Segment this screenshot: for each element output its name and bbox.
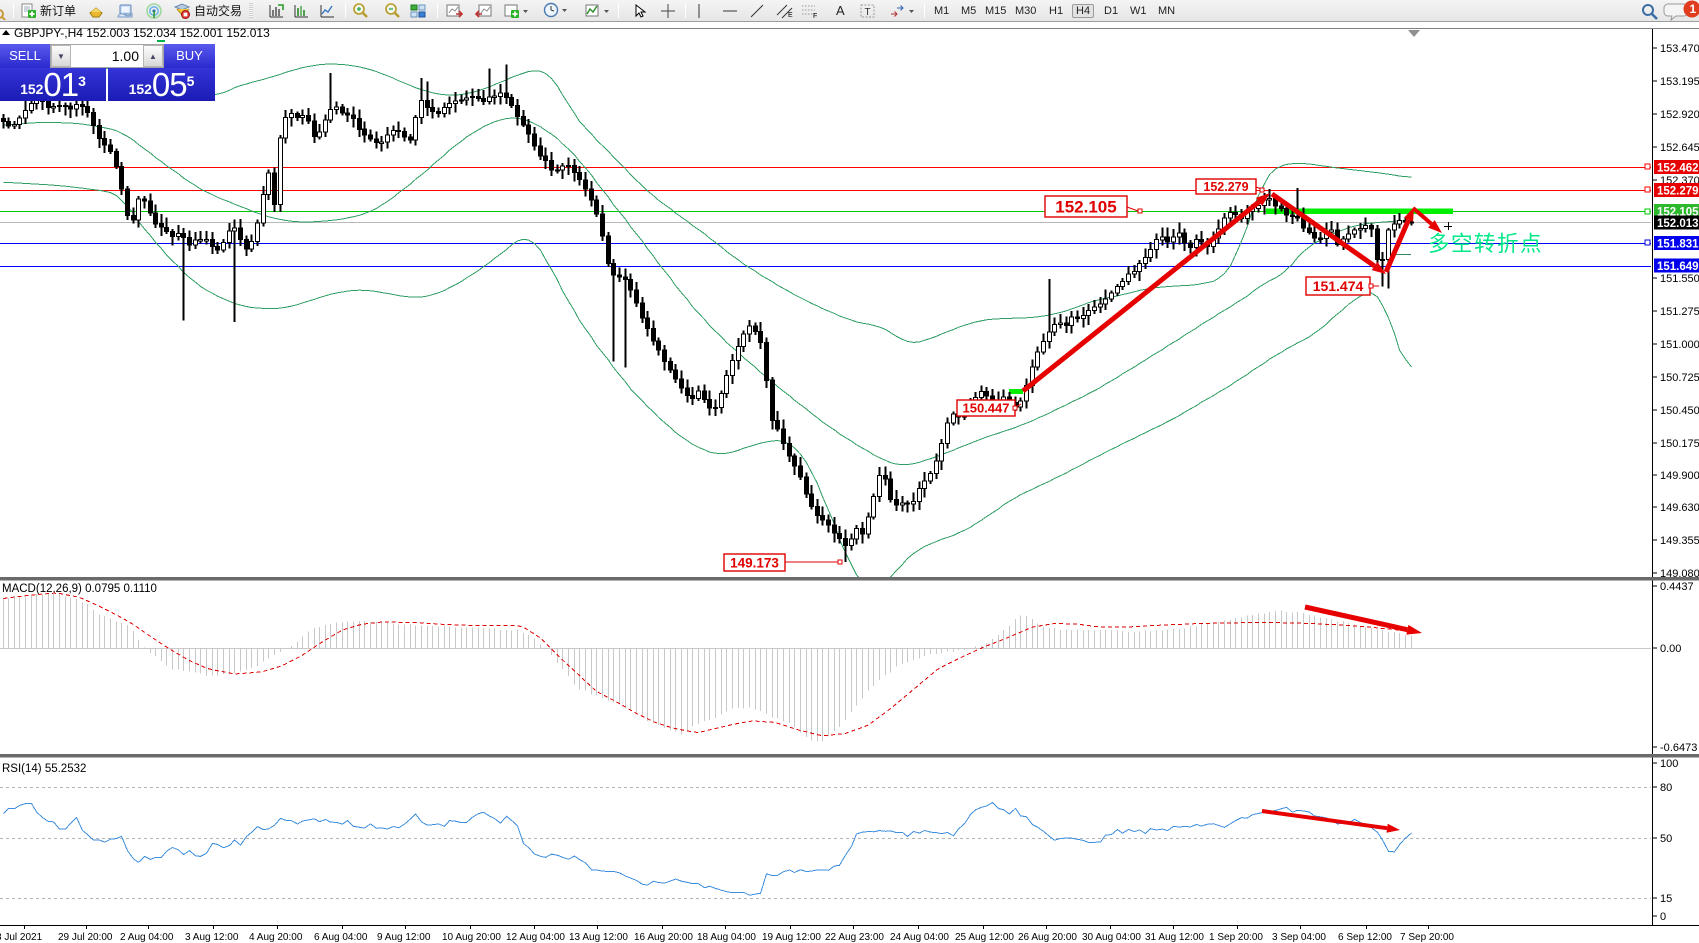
svg-text:GBPJPY-,H4 152.003 152.034 15: GBPJPY-,H4 152.003 152.034 152.001 152.0… [14, 26, 270, 40]
svg-text:13 Aug 12:00: 13 Aug 12:00 [569, 932, 628, 943]
svg-text:152.920: 152.920 [1660, 109, 1699, 121]
svg-text:149.900: 149.900 [1660, 470, 1699, 482]
svg-text:24 Aug 04:00: 24 Aug 04:00 [890, 932, 949, 943]
svg-text:15: 15 [1660, 893, 1672, 905]
svg-text:149.173: 149.173 [730, 555, 779, 570]
svg-text:50: 50 [1660, 833, 1672, 845]
svg-text:150.450: 150.450 [1660, 405, 1699, 417]
svg-text:0.00: 0.00 [1660, 643, 1681, 655]
svg-text:25 Aug 12:00: 25 Aug 12:00 [955, 932, 1014, 943]
svg-text:12 Aug 04:00: 12 Aug 04:00 [506, 932, 565, 943]
svg-text:RSI(14) 55.2532: RSI(14) 55.2532 [2, 763, 86, 775]
svg-text:31 Aug 12:00: 31 Aug 12:00 [1145, 932, 1204, 943]
svg-text:149.355: 149.355 [1660, 535, 1699, 547]
svg-text:80: 80 [1660, 782, 1672, 794]
svg-text:30 Aug 04:00: 30 Aug 04:00 [1082, 932, 1141, 943]
svg-text:1: 1 [1690, 2, 1697, 16]
svg-text:18 Aug 04:00: 18 Aug 04:00 [697, 932, 756, 943]
svg-text:6 Aug 04:00: 6 Aug 04:00 [314, 932, 368, 943]
svg-text:150.725: 150.725 [1660, 372, 1699, 384]
svg-text:8 Jul 2021: 8 Jul 2021 [0, 932, 43, 943]
svg-text:10 Aug 20:00: 10 Aug 20:00 [442, 932, 501, 943]
svg-text:9 Aug 12:00: 9 Aug 12:00 [377, 932, 431, 943]
svg-text:22 Aug 23:00: 22 Aug 23:00 [825, 932, 884, 943]
svg-text:151.000: 151.000 [1660, 339, 1699, 351]
svg-text:-0.6473: -0.6473 [1660, 742, 1697, 754]
svg-text:7 Sep 20:00: 7 Sep 20:00 [1400, 932, 1454, 943]
svg-text:152.279: 152.279 [1657, 186, 1699, 198]
svg-text:152.013: 152.013 [1657, 218, 1699, 230]
svg-text:19 Aug 12:00: 19 Aug 12:00 [762, 932, 821, 943]
svg-text:29 Jul 20:00: 29 Jul 20:00 [58, 932, 113, 943]
svg-text:150.447: 150.447 [963, 401, 1010, 416]
svg-text:0.4437: 0.4437 [1660, 581, 1694, 593]
svg-text:E: E [788, 12, 793, 19]
svg-text:151.474: 151.474 [1313, 278, 1364, 294]
svg-text:151.275: 151.275 [1660, 306, 1699, 318]
svg-text:T: T [865, 7, 871, 18]
svg-text:151.831: 151.831 [1657, 239, 1699, 251]
svg-text:152.462: 152.462 [1657, 163, 1699, 175]
svg-text:152.105: 152.105 [1055, 198, 1116, 217]
svg-text:153.470: 153.470 [1660, 43, 1699, 55]
svg-text:150.175: 150.175 [1660, 438, 1699, 450]
svg-text:152.645: 152.645 [1660, 142, 1699, 154]
svg-text:F: F [813, 13, 817, 19]
svg-text:1 Sep 20:00: 1 Sep 20:00 [1209, 932, 1263, 943]
svg-text:100: 100 [1660, 758, 1678, 770]
svg-text:3 Aug 12:00: 3 Aug 12:00 [185, 932, 239, 943]
svg-text:149.630: 149.630 [1660, 502, 1699, 514]
svg-text:151.649: 151.649 [1657, 261, 1699, 273]
svg-text:152.279: 152.279 [1203, 180, 1248, 194]
svg-text:多空转折点: 多空转折点 [1428, 232, 1543, 256]
svg-text:6 Sep 12:00: 6 Sep 12:00 [1338, 932, 1392, 943]
svg-text:4 Aug 20:00: 4 Aug 20:00 [249, 932, 303, 943]
svg-text:151.550: 151.550 [1660, 273, 1699, 285]
svg-text:153.195: 153.195 [1660, 76, 1699, 88]
svg-text:16 Aug 20:00: 16 Aug 20:00 [634, 932, 693, 943]
svg-text:2 Aug 04:00: 2 Aug 04:00 [120, 932, 174, 943]
svg-text:3 Sep 04:00: 3 Sep 04:00 [1272, 932, 1326, 943]
svg-text:26 Aug 20:00: 26 Aug 20:00 [1018, 932, 1077, 943]
svg-text:MACD(12,26,9) 0.0795 0.1110: MACD(12,26,9) 0.0795 0.1110 [2, 583, 157, 595]
svg-text:0: 0 [1660, 911, 1666, 923]
